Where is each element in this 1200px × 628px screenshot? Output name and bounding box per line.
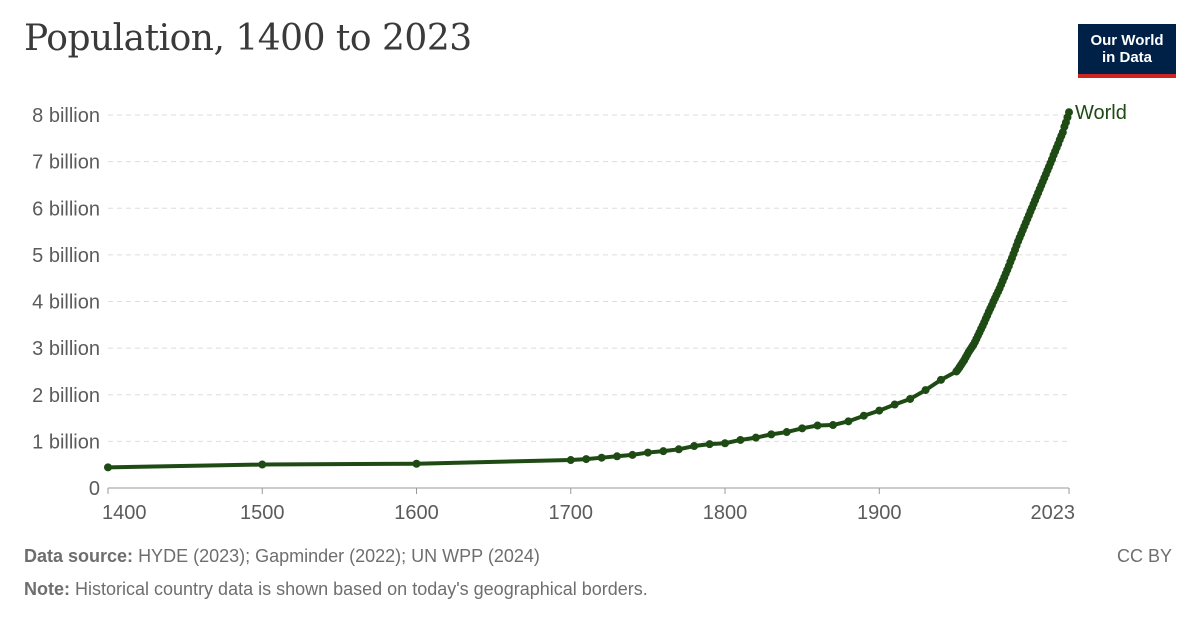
grid-layer [108,114,1069,442]
data-point[interactable] [798,424,807,433]
data-point[interactable] [582,455,591,464]
series-label-world[interactable]: World [1075,102,1127,124]
note-line: Note: Historical country data is shown b… [24,579,648,600]
x-tick-label: 1700 [549,502,594,524]
y-tick-label: 3 billion [32,338,100,360]
data-point[interactable] [813,421,822,430]
y-tick-label: 4 billion [32,292,100,314]
data-source-label: Data source: [24,546,134,566]
data-point[interactable] [613,452,622,461]
data-point[interactable] [936,375,945,384]
license-link[interactable]: CC BY [1116,546,1172,566]
data-point[interactable] [921,386,930,395]
owid-logo[interactable]: Our World in Data [1078,24,1176,78]
data-point[interactable] [767,430,776,439]
data-point[interactable] [628,450,637,459]
series-layer: World [104,102,1127,472]
data-point[interactable] [890,400,899,409]
x-tick-label: 1900 [857,502,902,524]
y-tick-label: 2 billion [32,385,100,407]
data-point[interactable] [258,460,267,469]
data-point[interactable] [597,453,606,462]
y-tick-label: 7 billion [32,152,100,174]
data-point[interactable] [721,439,730,448]
data-point[interactable] [751,433,760,442]
x-tick-label: 1500 [240,502,285,524]
data-point[interactable] [412,459,421,468]
note-text: Historical country data is shown based o… [75,579,648,599]
data-source-text[interactable]: HYDE (2023); Gapminder (2022); UN WPP (2… [138,546,540,566]
data-point[interactable] [1065,108,1073,117]
x-tick-label: 1800 [703,502,748,524]
note-label: Note: [24,579,70,599]
data-point[interactable] [782,428,791,437]
data-point[interactable] [828,421,837,430]
data-point[interactable] [566,456,575,465]
logo-line-1: Our World [1090,32,1164,49]
y-tick-label: 5 billion [32,245,100,267]
data-point[interactable] [859,411,868,420]
series-line-world[interactable] [106,110,1071,470]
logo-line-2: in Data [1101,49,1152,66]
chart-title: Population, 1400 to 2023 [24,18,472,59]
data-point[interactable] [736,435,745,444]
y-tick-label: 6 billion [32,198,100,220]
data-point[interactable] [875,406,884,415]
data-point[interactable] [844,417,853,426]
axis-layer: 0 1 billion 2 billion 3 billion 4 billion 5 b… [32,105,1075,524]
data-point[interactable] [104,463,112,472]
data-point[interactable] [690,442,699,451]
y-tick-label: 1 billion [32,431,100,453]
data-point[interactable] [659,447,668,456]
y-tick-label: 8 billion [32,105,100,127]
x-tick-label: 1400 [102,502,147,524]
data-point[interactable] [906,394,915,403]
data-point[interactable] [674,445,683,454]
x-tick-label: 2023 [1031,502,1076,524]
x-tick-label: 1600 [394,502,439,524]
data-source-line: Data source: HYDE (2023); Gapminder (202… [24,546,540,567]
data-point[interactable] [705,440,714,449]
y-tick-label: 0 [89,478,100,500]
data-point[interactable] [643,448,652,457]
